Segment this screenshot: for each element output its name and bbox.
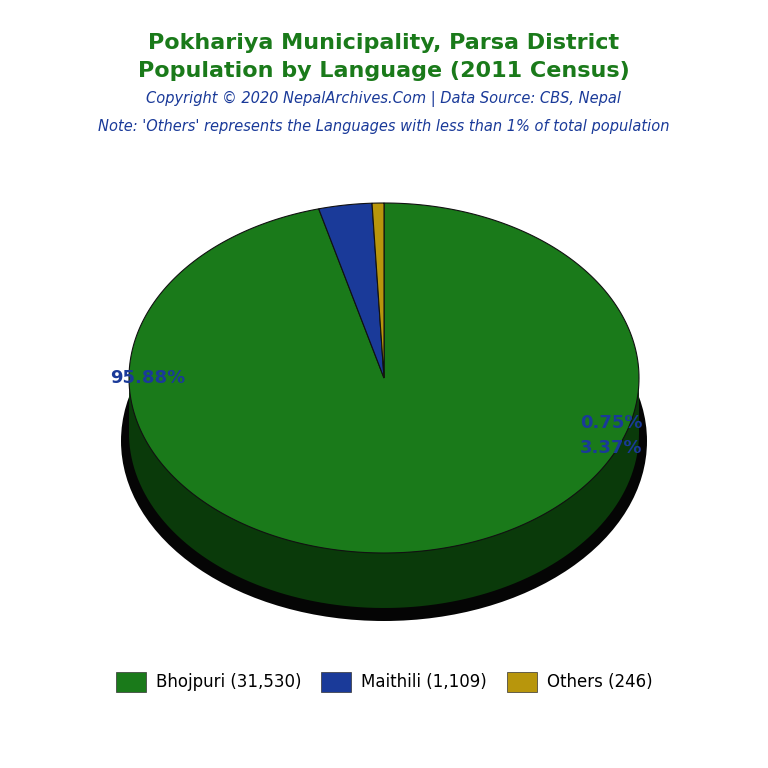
Ellipse shape	[121, 261, 647, 621]
Text: 0.75%: 0.75%	[580, 414, 643, 432]
Text: Pokhariya Municipality, Parsa District: Pokhariya Municipality, Parsa District	[148, 33, 620, 53]
Text: 95.88%: 95.88%	[111, 369, 186, 387]
Text: 3.37%: 3.37%	[580, 439, 643, 457]
Legend: Bhojpuri (31,530), Maithili (1,109), Others (246): Bhojpuri (31,530), Maithili (1,109), Oth…	[109, 666, 659, 698]
Polygon shape	[129, 203, 639, 553]
Text: Copyright © 2020 NepalArchives.Com | Data Source: CBS, Nepal: Copyright © 2020 NepalArchives.Com | Dat…	[147, 91, 621, 107]
Polygon shape	[129, 379, 639, 608]
Text: Population by Language (2011 Census): Population by Language (2011 Census)	[138, 61, 630, 81]
Polygon shape	[372, 203, 384, 378]
Text: Note: 'Others' represents the Languages with less than 1% of total population: Note: 'Others' represents the Languages …	[98, 120, 670, 134]
Polygon shape	[319, 204, 384, 378]
